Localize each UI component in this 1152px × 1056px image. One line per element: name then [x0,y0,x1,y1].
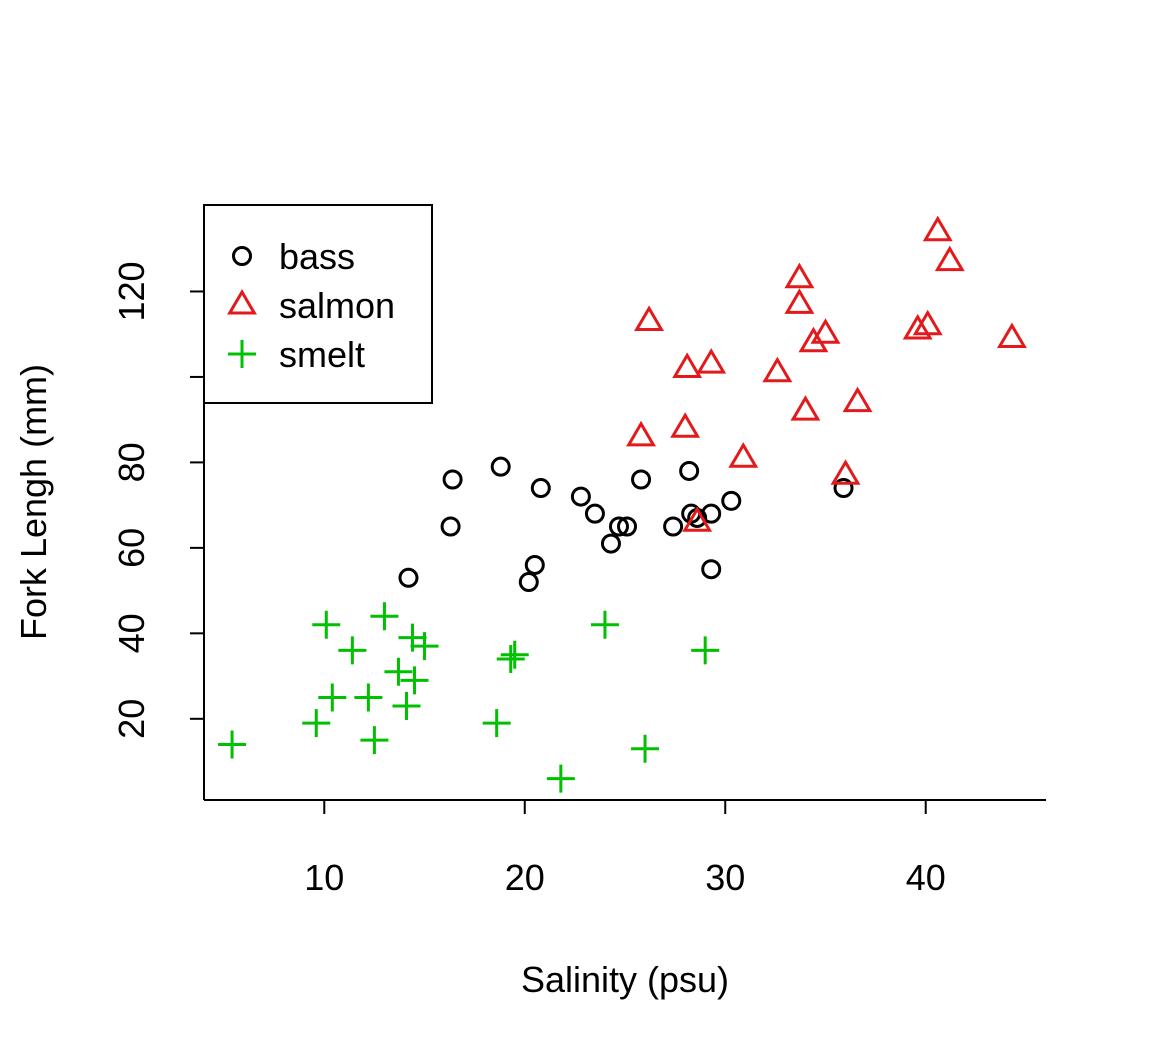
smelt-point [354,683,383,712]
bass-point [701,559,722,580]
salmon-point [790,395,821,421]
salmon-point [922,215,953,242]
salmon-point [696,348,727,374]
salmon-point [912,309,943,336]
data-points [218,215,1027,793]
series-salmon [626,215,1027,532]
smelt-point [370,602,399,631]
smelt-point [312,610,341,639]
smelt-point [546,764,575,793]
salmon-point [784,262,815,289]
y-axis-title: Fork Lengh (mm) [13,364,54,640]
salmon-point [682,506,713,532]
bass-point [600,533,621,554]
legend-bass-label: bass [279,236,355,277]
salmon-point [626,420,657,447]
salmon-point [842,386,873,413]
y-tick-label: 20 [111,699,152,739]
salmon-point [728,442,759,468]
bass-point [833,478,854,499]
legend-salmon-label: salmon [279,285,395,326]
smelt-point [590,610,619,639]
salmon-point [784,288,815,314]
salmon-point [830,459,861,485]
salmon-point [902,313,933,340]
smelt-point [400,666,429,695]
bass-point [631,469,652,490]
bass-point [608,516,629,537]
bass-point [530,478,551,499]
series-bass [398,456,854,593]
smelt-point [218,730,247,759]
salmon-point [934,245,965,272]
legend-bass-marker [232,246,252,266]
axes: 10 20 30 40 20 40 60 80 120 [111,206,1046,898]
bass-point [518,572,539,593]
smelt-point [496,644,525,673]
legend-salmon-marker [227,289,257,315]
bass-point [440,516,461,537]
y-tick-label: 40 [111,613,152,653]
salmon-point [996,322,1027,349]
smelt-point [410,632,439,661]
y-tick-label: 120 [111,261,152,321]
bass-point [617,516,638,537]
bass-point [398,567,419,588]
x-tick-label: 20 [505,857,545,898]
smelt-point [691,636,720,665]
bass-point [663,516,684,537]
bass-point [701,503,722,524]
x-axis-title: Salinity (psu) [521,959,729,1000]
y-tick-label: 60 [111,528,152,568]
salmon-point [798,326,829,353]
smelt-point [500,640,529,669]
smelt-point [338,636,367,665]
smelt-point [360,726,389,755]
bass-point [490,456,511,477]
smelt-point [631,734,660,763]
smelt-point [482,709,511,738]
bass-point [570,486,591,507]
series-smelt [218,602,720,793]
smelt-point [318,683,347,712]
smelt-point [392,691,421,720]
salmon-point [762,356,793,383]
bass-point [679,460,700,481]
legend: bass salmon smelt [203,204,433,404]
bass-point [584,503,605,524]
salmon-point [670,412,701,438]
x-tick-label: 40 [906,857,946,898]
legend-box [203,204,433,404]
bass-point [524,554,545,575]
legend-smelt-label: smelt [279,334,365,375]
bass-point [721,490,742,511]
x-tick-label: 30 [705,857,745,898]
smelt-point [302,709,331,738]
salmon-point [810,318,841,344]
salmon-point [672,352,703,378]
bass-point [442,469,463,490]
y-tick-label: 80 [111,442,152,482]
smelt-point [384,657,413,686]
legend-smelt-marker [228,340,256,368]
salmon-point [634,305,665,331]
x-tick-label: 10 [304,857,344,898]
